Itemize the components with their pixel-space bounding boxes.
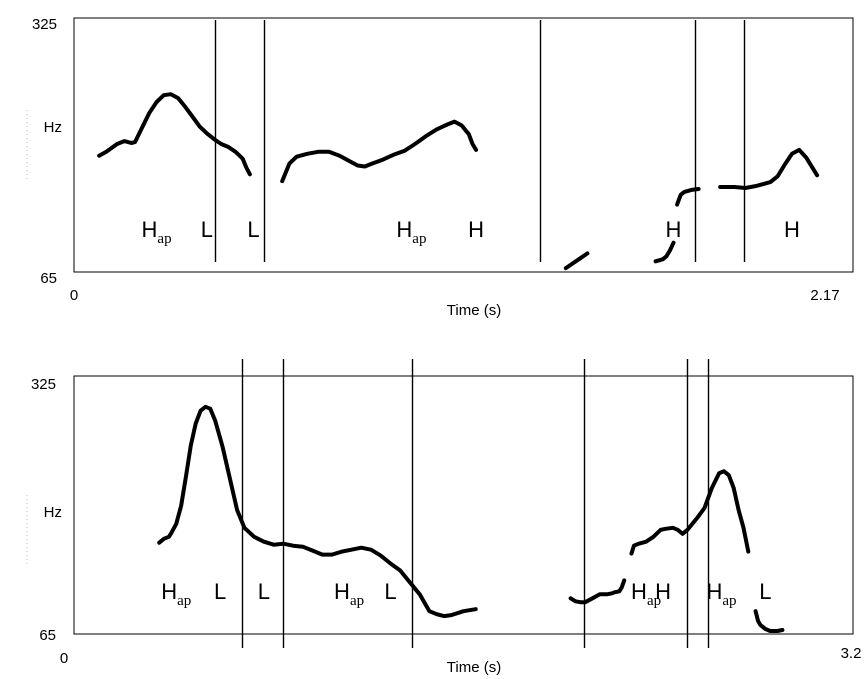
tone-label: Hap <box>396 217 426 247</box>
tone-label: H <box>666 217 682 242</box>
tone-label: Hap <box>707 579 737 609</box>
tone-label: L <box>384 579 396 604</box>
tone-label: L <box>247 217 259 242</box>
y-tick-label: 65 <box>39 627 56 644</box>
pitch-contour-segment <box>157 404 478 619</box>
pitch-contour-segment <box>629 469 751 556</box>
tone-label: Hap <box>161 579 191 609</box>
tone-label: Hap <box>142 217 172 247</box>
tone-label: H <box>468 217 484 242</box>
pitch-contour-segment <box>753 609 785 633</box>
tone-label: H <box>655 579 671 604</box>
pitch-contour-segment <box>568 578 627 605</box>
tone-label: L <box>759 579 771 604</box>
tone-label: L <box>201 217 213 242</box>
pitch-contour-segment <box>718 147 820 190</box>
chart-panel-1: 325 65 Hz 0 2.17 Time (s) Hap L L Hap H H H <box>26 16 854 319</box>
y-tick-label: 325 <box>31 376 56 393</box>
x-tick-label: 2.17 <box>810 287 839 304</box>
tone-label: Hap <box>631 579 661 609</box>
pitch-contour-segment <box>563 251 590 271</box>
y-tick-label: 325 <box>32 16 57 33</box>
x-axis-label: Time (s) <box>447 659 501 676</box>
x-tick-label: 0 <box>60 650 68 667</box>
pitch-contour-segment <box>675 187 701 207</box>
x-axis-label: Time (s) <box>447 302 501 319</box>
pitch-contour-segment <box>653 240 676 264</box>
plot-frame <box>73 17 854 273</box>
tone-label: Hap <box>334 579 364 609</box>
tone-label: L <box>214 579 226 604</box>
tone-label: H <box>784 217 800 242</box>
y-axis-label: Hz <box>44 119 62 136</box>
pitch-contour-segment <box>97 92 252 177</box>
tone-label: L <box>258 579 270 604</box>
y-axis-label: Hz <box>44 504 62 521</box>
y-tick-label: 65 <box>40 270 57 287</box>
plot-frame <box>73 375 854 635</box>
pitch-contour-segment <box>280 119 479 184</box>
x-tick-label: 3.2 <box>841 645 862 662</box>
x-tick-label: 0 <box>70 287 78 304</box>
